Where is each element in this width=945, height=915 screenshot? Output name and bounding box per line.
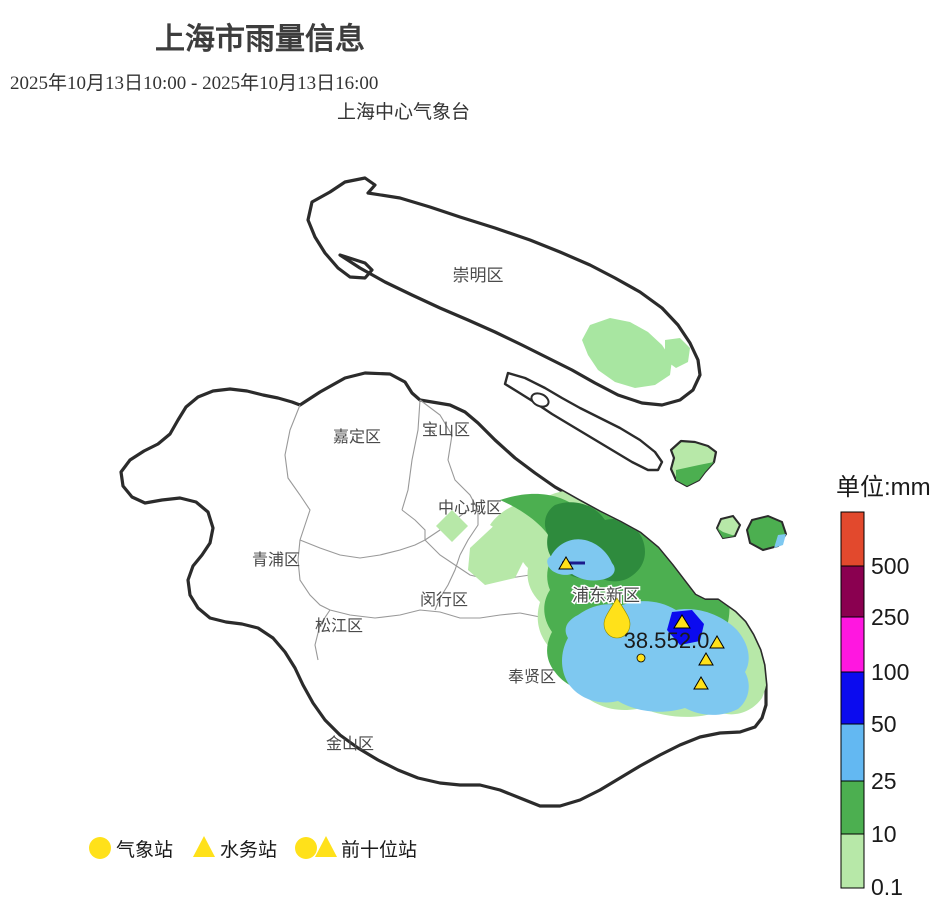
svg-text:嘉定区: 嘉定区 <box>333 428 381 446</box>
svg-text:气象站: 气象站 <box>116 839 173 861</box>
svg-text:单位:mm: 单位:mm <box>836 474 931 501</box>
svg-text:中心城区: 中心城区 <box>438 499 502 517</box>
svg-text:50: 50 <box>871 711 897 737</box>
svg-text:水务站: 水务站 <box>220 839 277 861</box>
svg-text:38.5: 38.5 <box>624 628 667 653</box>
svg-text:10: 10 <box>871 821 897 847</box>
svg-text:松江区: 松江区 <box>315 617 363 635</box>
svg-text:奉贤区: 奉贤区 <box>508 668 556 686</box>
svg-text:100: 100 <box>871 659 909 685</box>
svg-text:浦东新区: 浦东新区 <box>572 586 640 605</box>
svg-text:250: 250 <box>871 604 909 630</box>
svg-text:崇明区: 崇明区 <box>453 266 504 285</box>
svg-text:0.1: 0.1 <box>871 874 903 900</box>
svg-text:闵行区: 闵行区 <box>420 591 468 609</box>
svg-text:52.0: 52.0 <box>667 628 710 653</box>
svg-text:青浦区: 青浦区 <box>252 551 300 569</box>
svg-text:金山区: 金山区 <box>326 735 374 753</box>
svg-text:500: 500 <box>871 553 909 579</box>
svg-text:25: 25 <box>871 768 897 794</box>
svg-text:宝山区: 宝山区 <box>422 421 470 439</box>
svg-text:前十位站: 前十位站 <box>341 839 417 861</box>
